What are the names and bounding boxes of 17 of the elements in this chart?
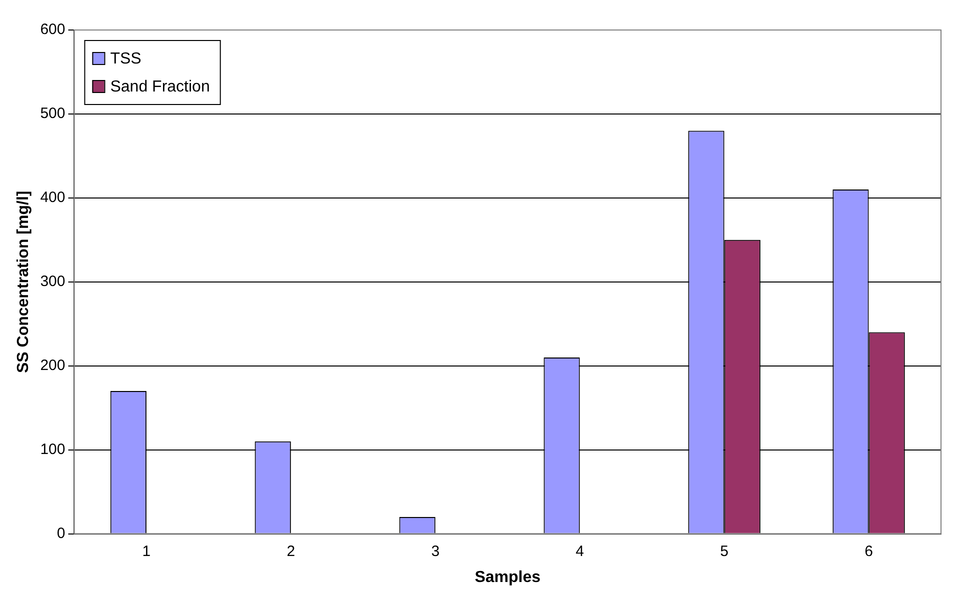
legend-label: Sand Fraction — [110, 78, 210, 96]
x-tick-label: 1 — [142, 542, 151, 560]
x-tick-label: 2 — [286, 542, 296, 560]
legend-label: TSS — [110, 50, 142, 68]
y-tick-label: 600 — [40, 21, 66, 38]
y-tick-label: 0 — [56, 524, 66, 542]
y-tick-label: 500 — [40, 105, 66, 122]
x-tick-label: 6 — [864, 542, 873, 560]
y-tick-label: 300 — [40, 273, 66, 290]
x-tick-label: 5 — [720, 542, 728, 560]
x-tick-label: 4 — [576, 542, 584, 560]
x-tick-label: 3 — [431, 542, 440, 560]
y-axis-title: SS Concentration [mg/l] — [15, 190, 32, 374]
y-tick-label: 400 — [40, 189, 66, 206]
y-tick-label: 200 — [40, 357, 66, 374]
x-axis-title: Samples — [474, 568, 541, 586]
y-tick-label: 100 — [40, 440, 66, 458]
